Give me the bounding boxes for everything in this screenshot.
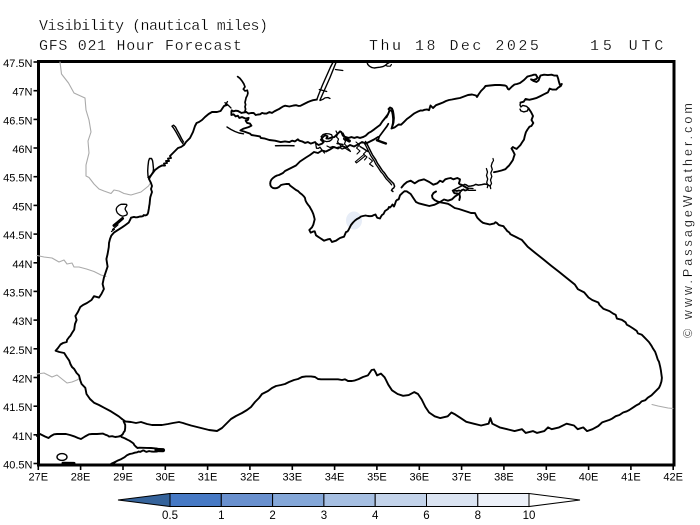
svg-text:46N: 46N [12, 144, 32, 156]
svg-text:36E: 36E [410, 472, 430, 484]
svg-text:33E: 33E [283, 472, 303, 484]
svg-text:38E: 38E [494, 472, 514, 484]
svg-text:43N: 43N [12, 316, 32, 328]
svg-text:41.5N: 41.5N [3, 402, 32, 414]
svg-text:34E: 34E [325, 472, 345, 484]
svg-text:35E: 35E [367, 472, 387, 484]
svg-text:32E: 32E [240, 472, 260, 484]
svg-text:41N: 41N [12, 431, 32, 443]
svg-text:10: 10 [523, 510, 536, 522]
svg-text:43.5N: 43.5N [3, 287, 32, 299]
svg-text:46.5N: 46.5N [3, 115, 32, 127]
svg-text:41E: 41E [621, 472, 641, 484]
svg-text:42N: 42N [12, 374, 32, 386]
svg-text:47N: 47N [12, 87, 32, 99]
svg-text:45.5N: 45.5N [3, 173, 32, 185]
svg-text:6: 6 [423, 510, 429, 522]
svg-text:47.5N: 47.5N [3, 58, 32, 70]
svg-text:3: 3 [321, 510, 327, 522]
svg-text:31E: 31E [198, 472, 218, 484]
svg-text:37E: 37E [452, 472, 472, 484]
svg-text:29E: 29E [113, 472, 133, 484]
svg-text:30E: 30E [156, 472, 176, 484]
svg-text:8: 8 [475, 510, 481, 522]
svg-text:0.5: 0.5 [162, 510, 178, 522]
svg-text:40E: 40E [579, 472, 599, 484]
svg-text:27E: 27E [29, 472, 49, 484]
svg-text:39E: 39E [537, 472, 557, 484]
svg-text:40.5N: 40.5N [3, 460, 32, 472]
svg-text:2: 2 [269, 510, 275, 522]
svg-text:42E: 42E [663, 472, 683, 484]
svg-text:28E: 28E [71, 472, 91, 484]
svg-text:1: 1 [218, 510, 224, 522]
svg-text:4: 4 [372, 510, 379, 522]
svg-text:44.5N: 44.5N [3, 230, 32, 242]
svg-text:42.5N: 42.5N [3, 345, 32, 357]
svg-text:44N: 44N [12, 259, 32, 271]
svg-text:45N: 45N [12, 201, 32, 213]
